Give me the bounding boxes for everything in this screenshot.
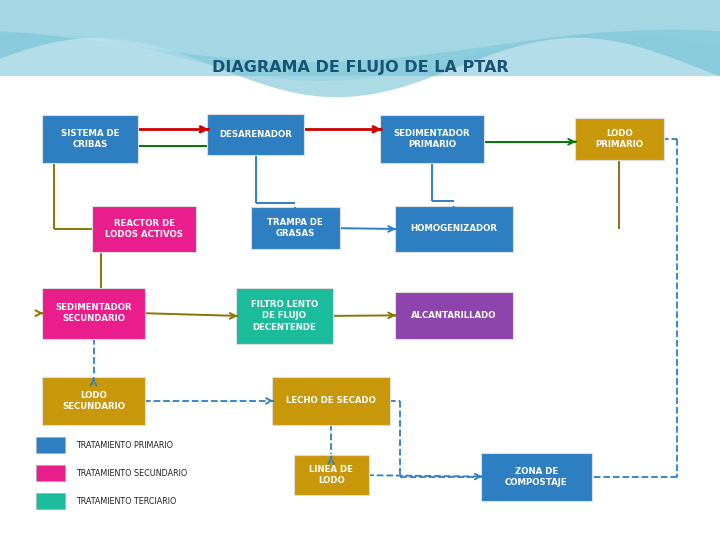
- FancyBboxPatch shape: [42, 288, 145, 339]
- Text: ALCANTARILLADO: ALCANTARILLADO: [411, 311, 496, 320]
- Text: TRAMPA DE
GRASAS: TRAMPA DE GRASAS: [267, 218, 323, 238]
- FancyBboxPatch shape: [36, 465, 65, 481]
- Text: TRATAMIENTO PRIMARIO: TRATAMIENTO PRIMARIO: [76, 441, 173, 450]
- Text: DESARENADOR: DESARENADOR: [219, 130, 292, 139]
- Text: SEDIMENTADOR
SECUNDARIO: SEDIMENTADOR SECUNDARIO: [55, 303, 132, 323]
- FancyBboxPatch shape: [0, 76, 720, 540]
- FancyBboxPatch shape: [36, 437, 65, 453]
- Text: LODO
SECUNDARIO: LODO SECUNDARIO: [62, 391, 125, 411]
- Text: LECHO DE SECADO: LECHO DE SECADO: [287, 396, 376, 406]
- Text: TRATAMIENTO SECUNDARIO: TRATAMIENTO SECUNDARIO: [76, 469, 187, 478]
- Text: HOMOGENIZADOR: HOMOGENIZADOR: [410, 225, 497, 233]
- FancyBboxPatch shape: [395, 292, 513, 339]
- Text: SISTEMA DE
CRIBAS: SISTEMA DE CRIBAS: [60, 129, 120, 149]
- FancyBboxPatch shape: [251, 207, 340, 249]
- FancyBboxPatch shape: [272, 377, 390, 425]
- Polygon shape: [0, 0, 720, 81]
- Polygon shape: [0, 0, 720, 97]
- FancyBboxPatch shape: [575, 118, 664, 160]
- Polygon shape: [0, 0, 720, 62]
- Text: LINEA DE
LODO: LINEA DE LODO: [310, 465, 353, 485]
- FancyBboxPatch shape: [207, 114, 304, 155]
- Text: FILTRO LENTO
DE FLUJO
DECENTENDE: FILTRO LENTO DE FLUJO DECENTENDE: [251, 300, 318, 332]
- Text: ZONA DE
COMPOSTAJE: ZONA DE COMPOSTAJE: [505, 467, 567, 487]
- FancyBboxPatch shape: [42, 115, 138, 163]
- Text: DIAGRAMA DE FLUJO DE LA PTAR: DIAGRAMA DE FLUJO DE LA PTAR: [212, 60, 508, 75]
- Text: REACTOR DE
LODOS ACTIVOS: REACTOR DE LODOS ACTIVOS: [105, 219, 183, 239]
- Text: SEDIMENTADOR
PRIMARIO: SEDIMENTADOR PRIMARIO: [394, 129, 470, 149]
- FancyBboxPatch shape: [0, 0, 720, 78]
- FancyBboxPatch shape: [294, 455, 369, 495]
- Text: TRATAMIENTO TERCIARIO: TRATAMIENTO TERCIARIO: [76, 497, 176, 506]
- FancyBboxPatch shape: [380, 115, 484, 163]
- FancyBboxPatch shape: [36, 493, 65, 509]
- FancyBboxPatch shape: [395, 206, 513, 252]
- FancyBboxPatch shape: [42, 377, 145, 425]
- FancyBboxPatch shape: [481, 453, 592, 501]
- FancyBboxPatch shape: [92, 206, 196, 252]
- FancyBboxPatch shape: [236, 288, 333, 344]
- Text: LODO
PRIMARIO: LODO PRIMARIO: [595, 129, 643, 149]
